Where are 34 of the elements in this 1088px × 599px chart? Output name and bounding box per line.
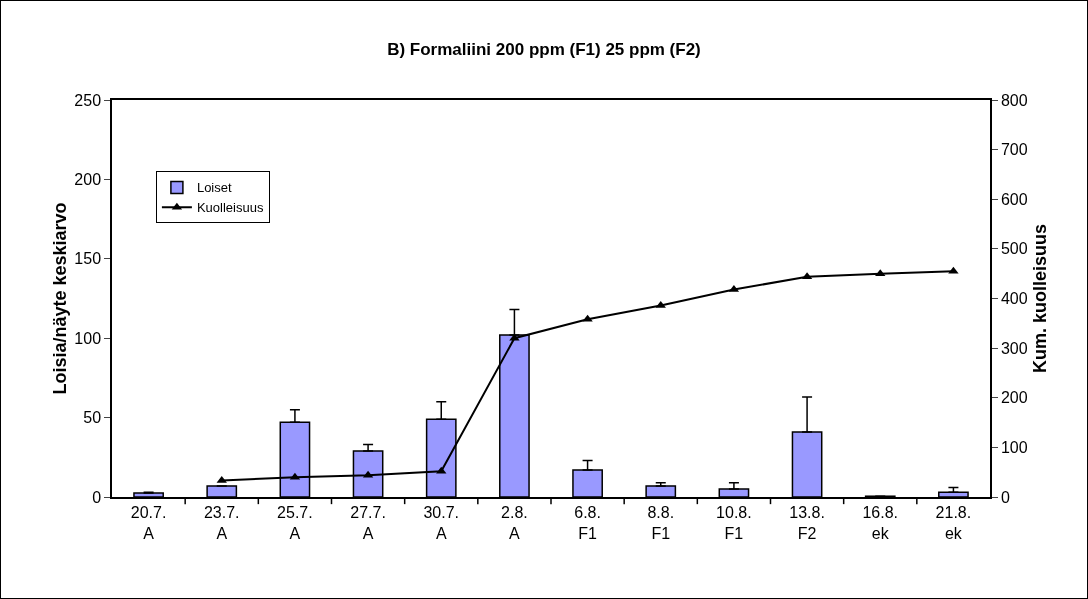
y2-tick-label: 300	[1000, 339, 1028, 357]
y2-tick-label: 600	[1000, 190, 1028, 208]
y-tick-label: 250	[74, 91, 102, 109]
x-tick-label: 21.8. ek	[935, 503, 972, 542]
x-tick-label: 6.8. F1	[574, 503, 601, 542]
y2-tick-label: 700	[1000, 141, 1028, 159]
y-tick-label: 100	[74, 329, 102, 347]
point	[582, 314, 593, 322]
y-tick-label: 200	[74, 171, 102, 188]
y2-tick-label: 800	[1000, 91, 1028, 109]
y2-tick-label: 500	[1000, 240, 1028, 258]
y-tick-label: 0	[92, 488, 102, 506]
y-axis-title: Loisia/näyte keskiarvo	[49, 202, 70, 395]
x-tick-label: 13.8. F2	[789, 503, 825, 542]
point	[655, 300, 666, 308]
x-tick-label: 10.8. F1	[716, 503, 752, 542]
x-tick-label: 25.7. A	[277, 503, 313, 542]
y2-axis-title: Kum. kuolleisuus	[1029, 223, 1050, 374]
x-tick-label: 23.7. A	[203, 503, 240, 542]
y2-tick-label: 400	[1000, 290, 1028, 308]
x-tick-label: 8.8. F1	[647, 503, 675, 542]
x-tick-label: 2.8. A	[501, 503, 528, 542]
x-tick-label: 30.7. A	[423, 503, 460, 542]
y-tick-label: 50	[83, 409, 102, 427]
x-tick-label: 20.7. A	[130, 503, 167, 542]
legend-label: Kuolleisuus	[196, 200, 264, 216]
legend-label: Loiset	[196, 180, 232, 196]
chart-title: B) Formaliini 200 ppm (F1) 25 ppm (F2)	[387, 39, 701, 59]
x-tick-label: 16.8. ek	[862, 503, 899, 542]
y-tick-label: 150	[74, 250, 102, 268]
y2-tick-label: 100	[1000, 438, 1028, 456]
x-tick-label: 27.7. A	[350, 503, 386, 542]
y2-tick-label: 0	[1000, 488, 1010, 506]
y2-tick-label: 200	[1000, 389, 1028, 407]
